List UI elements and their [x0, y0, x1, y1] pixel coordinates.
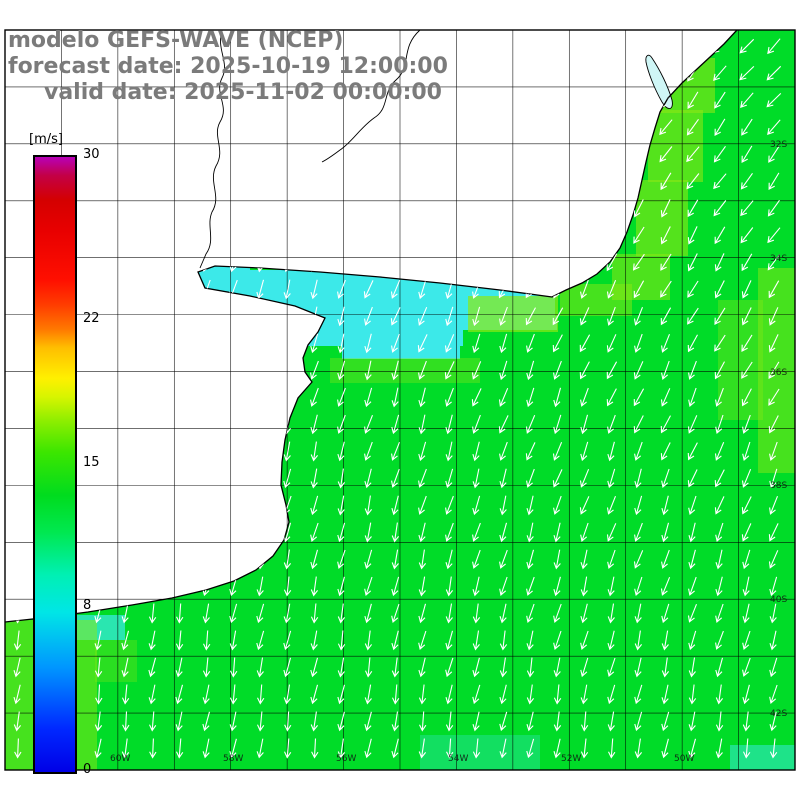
colorbar-tick-label: 15	[83, 454, 100, 470]
svg-text:60W: 60W	[110, 754, 130, 764]
svg-text:38S: 38S	[770, 481, 787, 491]
colorbar-unit-label: [m/s]	[29, 132, 63, 147]
colorbar-gradient	[33, 155, 77, 774]
svg-text:54W: 54W	[448, 754, 468, 764]
svg-text:40S: 40S	[770, 595, 787, 605]
svg-text:36S: 36S	[770, 368, 787, 378]
svg-text:58W: 58W	[223, 754, 243, 764]
colorbar-legend: [m/s] 30 22 15 8 0	[29, 132, 100, 777]
coastline	[4, 29, 738, 623]
river-lines	[199, 29, 421, 269]
colorbar-tick-label: 22	[83, 311, 100, 326]
forecast-date-line: forecast date: 2025-10-19 12:00:00	[8, 54, 448, 79]
model-title: modelo GEFS-WAVE (NCEP)	[8, 28, 344, 53]
svg-text:52W: 52W	[561, 754, 581, 764]
colorbar-tick-label: 30	[83, 147, 100, 162]
svg-text:50W: 50W	[674, 754, 694, 764]
svg-text:56W: 56W	[336, 754, 356, 764]
colorbar-tick-label: 0	[83, 762, 92, 777]
title-block: modelo GEFS-WAVE (NCEP) forecast date: 2…	[8, 28, 448, 106]
colorbar-tick-label: 8	[83, 598, 92, 613]
svg-text:42S: 42S	[770, 709, 787, 719]
valid-date-line: valid date: 2025-11-02 00:00:00	[44, 80, 442, 105]
graticule-labels: 32S 34S 36S 38S 40S 42S 60W 58W 56W 54W 52W 50W	[110, 140, 787, 764]
svg-text:32S: 32S	[770, 140, 787, 150]
map-frame	[4, 29, 796, 771]
svg-text:34S: 34S	[770, 254, 787, 264]
coastal-lagoon	[645, 54, 673, 109]
